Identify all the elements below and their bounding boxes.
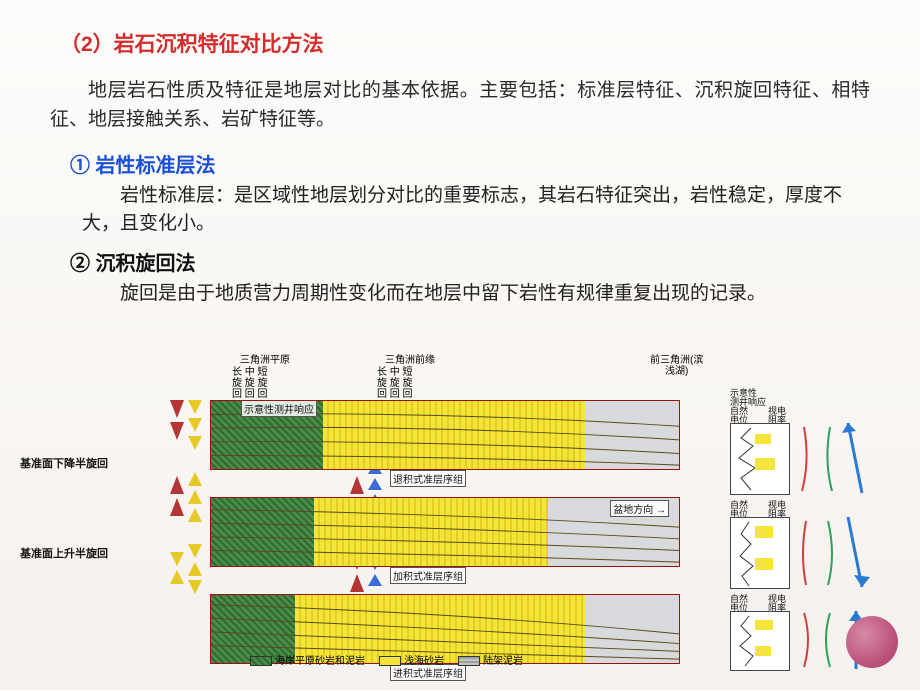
- slide-corner-ornament: [846, 616, 898, 668]
- label-delta-front: 三角洲前缘: [385, 355, 435, 366]
- subsection-1-title: ① 岩性标准层法: [70, 149, 870, 178]
- label-delta-plain: 三角洲平原: [240, 355, 290, 366]
- subsection-2-title: ② 沉积旋回法: [70, 247, 870, 276]
- sedimentary-cycle-diagram: 三角洲平原 长 中 短 旋 旋 旋 回 回 回 三角洲前缘 长 中 短 旋 旋 …: [50, 355, 890, 665]
- diagram-legend: 海岸平原砂岩和泥岩 浅海砂岩 陆架泥岩: [250, 652, 523, 667]
- legend-b: 浅海砂岩: [404, 656, 444, 667]
- subsection-2-body: 旋回是由于地质营力周期性变化而在地层中留下岩性有规律重复出现的记录。: [82, 280, 870, 309]
- arrow-down-blue: [842, 509, 872, 593]
- intro-paragraph: 地层岩石性质及特征是地层对比的基本依据。主要包括：标准层特征、沉积旋回特征、相特…: [50, 76, 870, 135]
- legend-a: 海岸平原砂岩和泥岩: [275, 656, 365, 667]
- section-heading: （2）岩石沉积特征对比方法: [60, 28, 870, 58]
- panel-retrogradational: 示意性测井响应: [210, 400, 680, 470]
- well-log-column: 示意性 测井响应 自然 电位 视电 阻率 自然 电位 视电 阻率 自然 电位 视…: [730, 395, 910, 655]
- tri-col-long-1: [170, 400, 184, 650]
- loglbl-schematic: 示意性 测井响应: [730, 389, 766, 407]
- arrow-up-blue: [842, 415, 872, 499]
- legend-c: 陆架泥岩: [483, 656, 523, 667]
- label-cols-2: 长 中 短 旋 旋 旋 回 回 回: [377, 367, 413, 400]
- side-label-fall: 基准面下降半旋回: [20, 455, 108, 471]
- side-label-rise: 基准面上升半旋回: [20, 545, 108, 561]
- subsection-1-body: 岩性标准层：是区域性地层划分对比的重要标志，其岩石特征突出，岩性稳定，厚度不大，…: [82, 182, 870, 239]
- label-aggr: 加积式准层序组: [390, 567, 466, 584]
- strat-panels: 示意性测井响应 退积式准层序组 盆地方向 → 加积式准层序组: [210, 400, 680, 691]
- label-cols-1: 长 中 短 旋 旋 旋 回 回 回: [232, 367, 268, 400]
- label-retro: 退积式准层序组: [390, 470, 466, 487]
- tri-col-mid-1: [188, 400, 202, 650]
- label-basin: 盆地方向 →: [610, 500, 669, 517]
- label-schematic-1: 示意性测井响应: [241, 400, 317, 417]
- panel-aggradational: 盆地方向 →: [210, 497, 680, 567]
- label-prodelta: 前三角洲(滨 浅湖): [650, 355, 703, 377]
